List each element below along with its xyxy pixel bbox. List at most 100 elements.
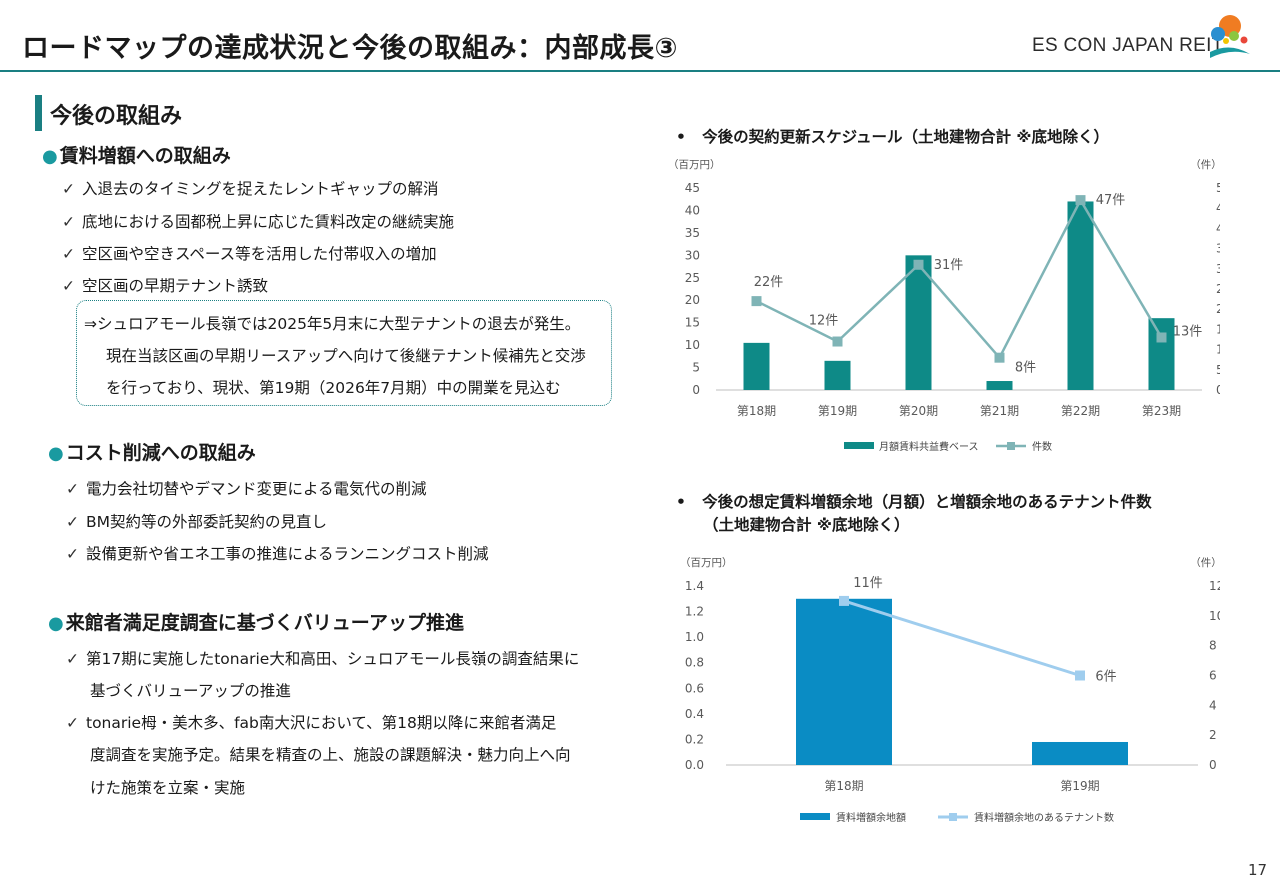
list-item: ✓ 空区画や空きスペース等を活用した付帯収入の増加 [62, 244, 437, 264]
chart1-right-tick: 45 [1216, 201, 1220, 215]
chart1-count-point [832, 336, 843, 347]
chart2-right-tick: 0 [1209, 758, 1217, 772]
chart2-title-line2: （土地建物合計 ※底地除く） [703, 516, 910, 534]
chart1-legend-line-label: 件数 [1032, 440, 1052, 453]
chart1-count-line [755, 197, 1163, 360]
chart1-bar [986, 381, 1013, 390]
chart1-bar [1067, 201, 1094, 390]
note-line: 現在当該区画の早期リースアップへ向けて後継テナント候補先と交渉 [106, 347, 586, 365]
chart1-right-tick: 10 [1216, 343, 1220, 357]
check-icon: ✓ [62, 213, 75, 231]
chart1-left-tick: 15 [685, 316, 700, 330]
chart2-left-tick: 0.2 [685, 732, 704, 746]
list-item-text: 入退去のタイミングを捉えたレントギャップの解消 [82, 180, 439, 198]
list-item-text: 空区画や空きスペース等を活用した付帯収入の増加 [82, 245, 437, 263]
logo-text: ES CON JAPAN REIT [1032, 35, 1224, 56]
chart2-count-label: 6件 [1095, 670, 1116, 685]
chart2-category-label: 第19期 [1060, 779, 1099, 793]
chart2-bar [796, 598, 892, 765]
chart2-right-tick: 8 [1209, 639, 1217, 653]
bullet-dot-icon: ● [48, 443, 64, 464]
list-item: ✓ 設備更新や省エネ工事の推進によるランニングコスト削減 [66, 544, 489, 564]
chart1-bar [824, 360, 851, 390]
chart2-right-tick: 4 [1209, 698, 1217, 712]
chart2-count-point [1075, 670, 1085, 681]
list-item-continuation: 基づくバリューアップの推進 [90, 682, 291, 700]
check-icon: ✓ [62, 245, 75, 263]
chart1-count-label: 12件 [809, 314, 839, 329]
group-heading-label: 来館者満足度調査に基づくバリューアップ推進 [65, 612, 464, 634]
title-rule [0, 70, 1280, 72]
list-item: ✓ 第17期に実施したtonarie大和高田、シュロアモール長嶺の調査結果に [66, 649, 579, 669]
chart2-category-label: 第18期 [824, 779, 863, 793]
chart1-right-tick: 20 [1216, 302, 1220, 316]
chart2-left-tick: 0.8 [685, 656, 704, 670]
list-item-text: BM契約等の外部委託契約の見直し [86, 513, 328, 531]
list-item: ✓ BM契約等の外部委託契約の見直し [66, 512, 327, 532]
chart1-right-tick: 35 [1216, 242, 1220, 256]
chart1-bar [1148, 318, 1175, 390]
chart1-count-point [1075, 195, 1086, 206]
list-item: ✓ 電力会社切替やデマンド変更による電気代の削減 [66, 479, 427, 499]
chart2-left-tick: 1.2 [685, 605, 704, 619]
chart1-right-tick: 50 [1216, 181, 1220, 195]
chart1-right-tick: 5 [1216, 363, 1220, 377]
chart2-count-label: 11件 [853, 576, 883, 591]
list-item: ✓ tonarie栂・美木多、fab南大沢において、第18期以降に来館者満足 [66, 713, 556, 733]
chart1-count-label: 13件 [1173, 324, 1203, 339]
chart1-count-point [994, 352, 1005, 363]
chart1-legend-marker [1007, 442, 1015, 450]
group-heading-label: 賃料増額への取組み [59, 145, 231, 167]
chart2-right-tick: 6 [1209, 669, 1217, 683]
list-item: ✓ 空区画の早期テナント誘致 [62, 276, 268, 296]
logo-icon [1210, 15, 1250, 58]
chart1-left-axis-unit: （百万円） [668, 159, 721, 171]
chart1-category-label: 第18期 [737, 404, 776, 418]
chart2-legend-bar-swatch [800, 813, 830, 820]
chart2-left-tick: 0.4 [685, 707, 704, 721]
chart1-right-tick: 40 [1216, 221, 1220, 235]
chart2-title-line1: 今後の想定賃料増額余地（月額）と増額余地のあるテナント件数 [702, 493, 1152, 511]
chart2-count-line [843, 599, 1081, 677]
check-icon: ✓ [66, 650, 79, 668]
chart1-category-label: 第21期 [980, 404, 1019, 418]
list-item-text: 空区画の早期テナント誘致 [82, 277, 269, 295]
chart2-left-tick: 0.6 [685, 681, 704, 695]
group-heading-rent-increase: ● 賃料増額への取組み [42, 141, 231, 168]
chart1-title-text: 今後の契約更新スケジュール（土地建物合計 ※底地除く） [702, 128, 1109, 146]
chart1-left-tick: 40 [685, 203, 700, 217]
bullet-dot-icon: ● [48, 613, 64, 634]
chart1-left-tick: 25 [685, 271, 700, 285]
chart2-legend-bar-label: 賃料増額余地額 [836, 811, 906, 824]
list-item: ✓ 入退去のタイミングを捉えたレントギャップの解消 [62, 179, 439, 199]
chart1-count-point [913, 259, 924, 270]
chart1-left-tick: 30 [685, 248, 700, 262]
chart1-count-point [1156, 332, 1167, 343]
chart1-bar [743, 342, 770, 390]
list-item-text: 第17期に実施したtonarie大和高田、シュロアモール長嶺の調査結果に [86, 650, 580, 668]
chart1-left-tick: 20 [685, 293, 700, 307]
list-item-continuation: 度調査を実施予定。結果を精査の上、施設の課題解決・魅力向上へ向 [90, 746, 571, 764]
chart1-bar [905, 255, 932, 390]
list-item-text: tonarie栂・美木多、fab南大沢において、第18期以降に来館者満足 [86, 714, 557, 732]
check-icon: ✓ [66, 513, 79, 531]
list-item-text: 設備更新や省エネ工事の推進によるランニングコスト削減 [86, 545, 489, 563]
list-item-text: 底地における固都税上昇に応じた賃料改定の継続実施 [82, 213, 455, 231]
chart2-right-axis-unit: （件） [1190, 557, 1220, 569]
bullet-dot-icon: ● [42, 146, 58, 167]
section-title: 今後の取組み [50, 104, 183, 129]
section-marker [35, 95, 42, 131]
chart2-legend-marker [949, 813, 957, 821]
chart1-right-tick: 30 [1216, 262, 1220, 276]
chart1-count-label: 22件 [754, 275, 784, 290]
chart1-left-tick: 0 [692, 383, 700, 397]
note-line: ⇒シュロアモール長嶺では2025年5月末に大型テナントの退去が発生。 [84, 315, 581, 333]
list-item: ✓ 底地における固都税上昇に応じた賃料改定の継続実施 [62, 212, 454, 232]
chart1-title: • 今後の契約更新スケジュール（土地建物合計 ※底地除く） [676, 125, 1109, 147]
chart2-bar [1032, 741, 1128, 765]
chart1-category-label: 第19期 [818, 404, 857, 418]
chart2-left-tick: 0.0 [685, 758, 704, 772]
chart1-count-label: 8件 [1015, 361, 1036, 376]
page-title: ロードマップの達成状況と今後の取組み：内部成長③ [22, 33, 678, 64]
group-heading-value-up: ● 来館者満足度調査に基づくバリューアップ推進 [48, 608, 464, 635]
